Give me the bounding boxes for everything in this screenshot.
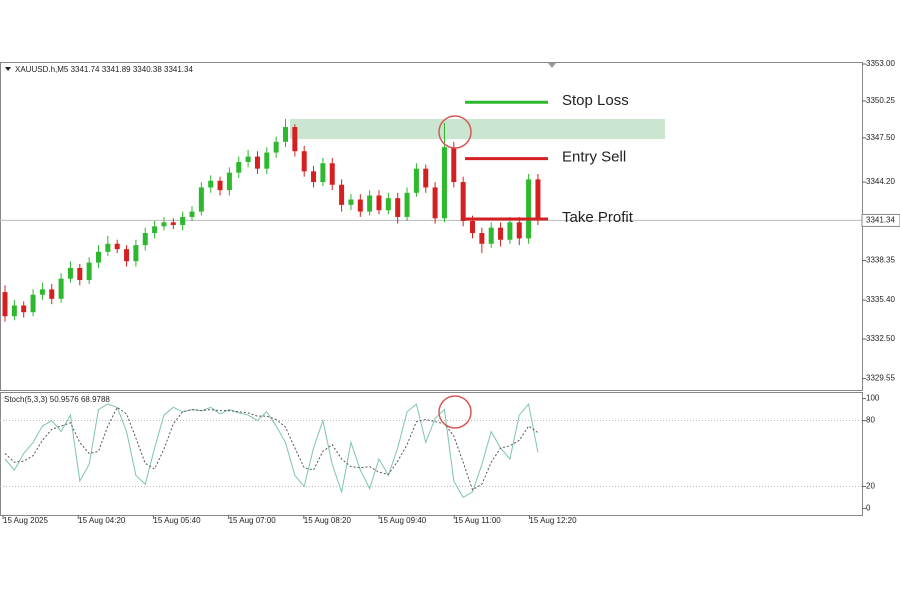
- x-tick-label: 15 Aug 05:40: [153, 516, 201, 525]
- candle-body: [152, 226, 158, 234]
- candle-body: [189, 211, 195, 217]
- candle-body: [395, 198, 401, 217]
- y-tick-label: 3353.00: [866, 59, 895, 68]
- candle-body: [67, 267, 73, 279]
- candle-body: [311, 171, 317, 183]
- x-tick-label: 15 Aug 04:20: [78, 516, 126, 525]
- candle-body: [133, 245, 139, 262]
- candle-body: [114, 243, 120, 250]
- candle-body: [376, 195, 382, 211]
- stoch-line: [4, 406, 539, 491]
- candle-body: [49, 289, 55, 299]
- candle-body: [96, 251, 101, 263]
- candle-body: [516, 222, 522, 239]
- candle-body: [264, 152, 270, 169]
- candle-body: [77, 267, 83, 280]
- highlight-circle: [438, 395, 472, 429]
- trade-level-label: Entry Sell: [562, 149, 626, 166]
- y-tick-label: 80: [866, 416, 875, 425]
- candle-body: [30, 294, 36, 313]
- candle-body: [535, 179, 541, 221]
- candle-body: [413, 168, 419, 193]
- indicator-panel: [0, 392, 863, 516]
- y-tick-label: 3332.50: [866, 334, 895, 343]
- x-tick-label: 15 Aug 07:00: [229, 516, 277, 525]
- candle-body: [498, 227, 504, 240]
- candle-body: [479, 233, 485, 244]
- indicator-title: Stoch(5,3,3) 50.9576 68.9788: [4, 395, 110, 404]
- candle-body: [86, 262, 92, 280]
- x-tick-label: 15 Aug 2025: [3, 516, 48, 525]
- y-tick-label: 3329.55: [866, 374, 895, 383]
- stoch-line: [4, 402, 539, 499]
- candle-body: [11, 305, 17, 317]
- candle-body: [488, 227, 494, 244]
- y-tick-label: 20: [866, 482, 875, 491]
- candle-body: [339, 184, 345, 205]
- y-tick-label: 3338.35: [866, 256, 895, 265]
- candle-body: [142, 233, 148, 246]
- candle-body: [451, 147, 457, 183]
- trade-level-label: Take Profit: [562, 209, 634, 226]
- x-tick-label: 15 Aug 09:40: [379, 516, 427, 525]
- candle-body: [161, 222, 167, 227]
- candle-body: [236, 161, 242, 173]
- candle-body: [283, 127, 288, 142]
- candle-body: [301, 151, 307, 172]
- y-tick-label: 3347.50: [866, 133, 895, 142]
- y-tick-label: 3350.25: [866, 96, 895, 105]
- candle-body: [367, 195, 373, 212]
- candle-body: [348, 199, 354, 205]
- candle-body: [245, 156, 251, 162]
- chart-header: XAUUSD.h,M5 3341.74 3341.89 3340.38 3341…: [15, 65, 193, 74]
- candle-body: [180, 216, 186, 225]
- menu-arrow: [5, 67, 11, 71]
- candle-body: [170, 222, 176, 225]
- candle-body: [292, 127, 298, 152]
- candle-body: [329, 163, 335, 185]
- candle-body: [21, 305, 27, 313]
- candle-body: [470, 220, 475, 234]
- candle-body: [105, 243, 111, 252]
- candle-body: [320, 163, 326, 183]
- candle-body: [526, 179, 532, 239]
- candle-body: [124, 249, 130, 262]
- candle-body: [39, 289, 45, 295]
- y-tick-label: 3344.20: [866, 177, 895, 186]
- candle-body: [273, 141, 279, 153]
- x-tick-label: 15 Aug 08:20: [304, 516, 352, 525]
- candle-body: [58, 278, 64, 299]
- last-price-label: 3341.34: [866, 216, 895, 225]
- candle-body: [2, 292, 8, 317]
- candle-body: [441, 147, 447, 219]
- x-tick-label: 15 Aug 11:00: [454, 516, 501, 525]
- candle-body: [460, 182, 466, 221]
- candle-body: [385, 198, 391, 211]
- highlight-circle: [438, 115, 472, 149]
- candle-body: [423, 168, 429, 188]
- candle-body: [507, 222, 513, 240]
- y-tick-label: 3335.40: [866, 295, 895, 304]
- x-tick-label: 15 Aug 12:20: [529, 516, 577, 525]
- y-tick-label: 0: [866, 504, 871, 513]
- candle-body: [208, 180, 214, 188]
- candle-body: [254, 156, 260, 169]
- candle-body: [226, 172, 232, 191]
- y-tick-label: 100: [866, 394, 880, 403]
- last-price-box: [861, 213, 900, 227]
- resistance-zone: [290, 119, 665, 140]
- candle-body: [217, 180, 223, 191]
- candle-body: [357, 199, 363, 212]
- candle-body: [198, 187, 204, 212]
- candle-body: [404, 192, 410, 217]
- candle-body: [432, 187, 438, 219]
- shift-marker: [548, 63, 556, 68]
- trade-level-label: Stop Loss: [562, 92, 629, 109]
